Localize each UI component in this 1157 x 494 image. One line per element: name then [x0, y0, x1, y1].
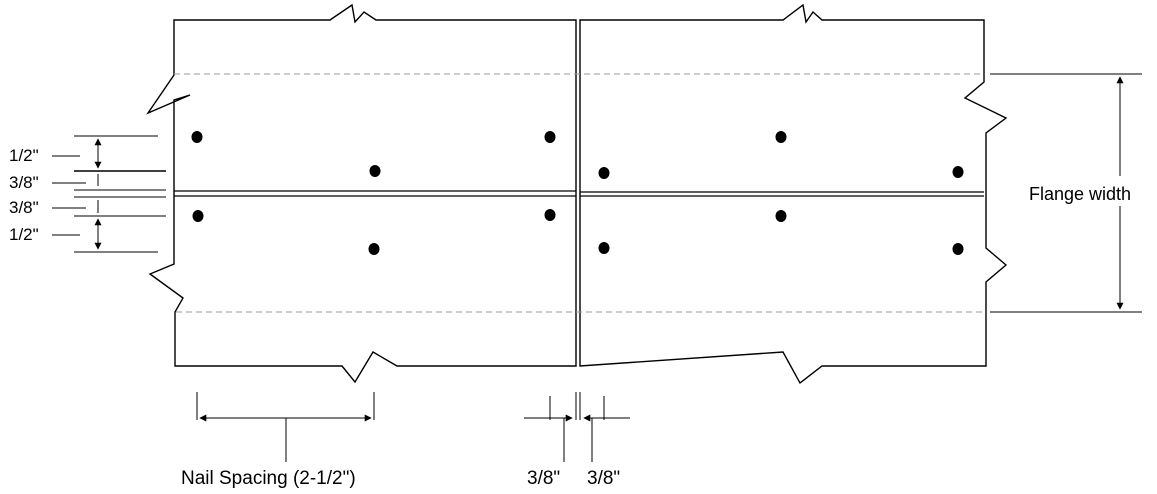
- left-dim-label-2: 3/8": [9, 173, 39, 192]
- left-dim-label-1: 1/2": [9, 146, 39, 165]
- nail: [598, 242, 610, 254]
- left-dim-label-4: 1/2": [9, 225, 39, 244]
- nail: [192, 210, 204, 222]
- left-dim-label-3: 3/8": [9, 198, 39, 217]
- nail: [598, 167, 610, 179]
- nail: [775, 131, 787, 143]
- bottom-dim-label-2: 3/8": [587, 468, 620, 489]
- nail: [952, 166, 964, 178]
- nail: [369, 165, 381, 177]
- bottom-dim-label-1: 3/8": [527, 468, 560, 489]
- nail: [544, 131, 556, 143]
- nail-spacing-label: Nail Spacing (2-1/2"): [181, 468, 356, 489]
- nail: [775, 210, 787, 222]
- flange-width-label: Flange width: [1029, 184, 1131, 204]
- left-board-outline: [146, 3, 577, 384]
- nail: [544, 209, 556, 221]
- nail: [952, 243, 964, 255]
- nail: [368, 243, 380, 255]
- right-board-outline: [579, 3, 1008, 385]
- nail: [191, 131, 203, 143]
